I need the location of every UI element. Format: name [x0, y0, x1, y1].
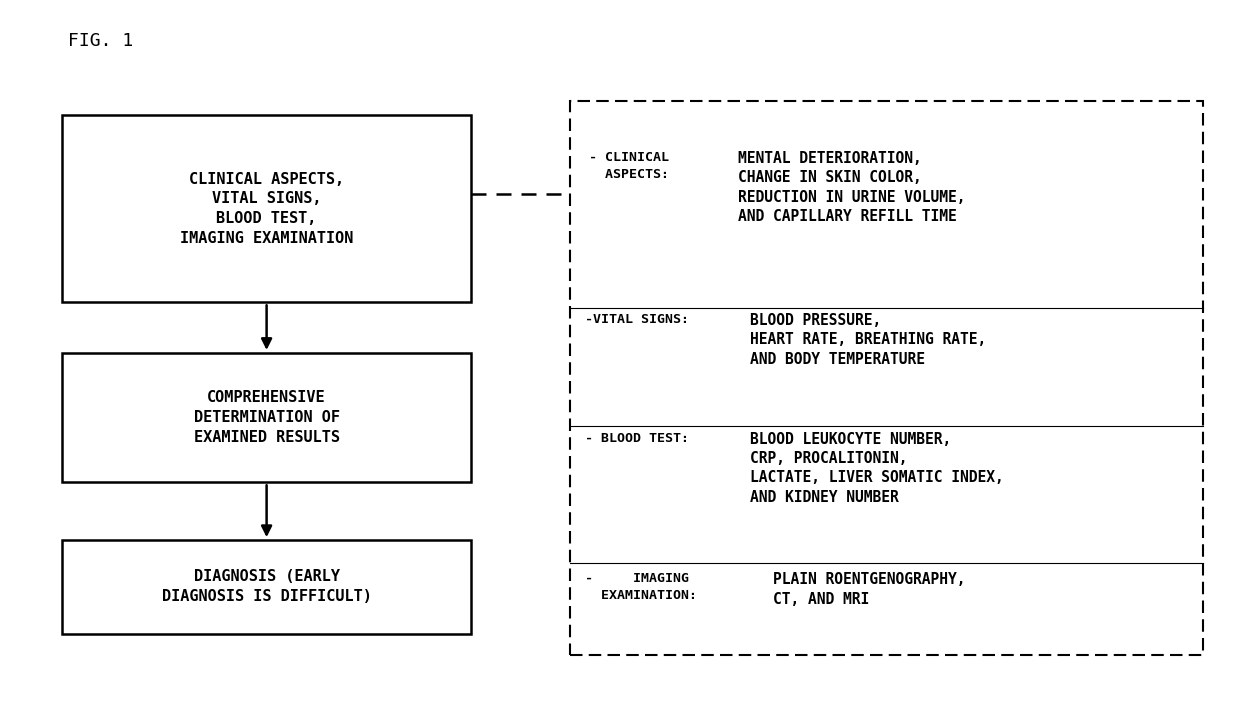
Text: - BLOOD TEST:: - BLOOD TEST:	[585, 432, 689, 445]
Text: - CLINICAL
  ASPECTS:: - CLINICAL ASPECTS:	[589, 151, 670, 181]
FancyBboxPatch shape	[570, 101, 1203, 655]
FancyBboxPatch shape	[62, 540, 471, 634]
Text: PLAIN ROENTGENOGRAPHY,
CT, AND MRI: PLAIN ROENTGENOGRAPHY, CT, AND MRI	[773, 572, 965, 606]
Text: DIAGNOSIS (EARLY
DIAGNOSIS IS DIFFICULT): DIAGNOSIS (EARLY DIAGNOSIS IS DIFFICULT)	[161, 570, 372, 604]
Text: BLOOD LEUKOCYTE NUMBER,
CRP, PROCALITONIN,
LACTATE, LIVER SOMATIC INDEX,
AND KID: BLOOD LEUKOCYTE NUMBER, CRP, PROCALITONI…	[750, 432, 1004, 505]
Text: -     IMAGING
  EXAMINATION:: - IMAGING EXAMINATION:	[585, 572, 697, 602]
Text: BLOOD PRESSURE,
HEART RATE, BREATHING RATE,
AND BODY TEMPERATURE: BLOOD PRESSURE, HEART RATE, BREATHING RA…	[750, 313, 987, 366]
Text: -VITAL SIGNS:: -VITAL SIGNS:	[585, 313, 689, 326]
Text: CLINICAL ASPECTS,
VITAL SIGNS,
BLOOD TEST,
IMAGING EXAMINATION: CLINICAL ASPECTS, VITAL SIGNS, BLOOD TES…	[180, 171, 353, 246]
FancyBboxPatch shape	[62, 115, 471, 302]
Text: FIG. 1: FIG. 1	[68, 32, 134, 50]
Text: COMPREHENSIVE
DETERMINATION OF
EXAMINED RESULTS: COMPREHENSIVE DETERMINATION OF EXAMINED …	[193, 390, 340, 445]
Text: MENTAL DETERIORATION,
CHANGE IN SKIN COLOR,
REDUCTION IN URINE VOLUME,
AND CAPIL: MENTAL DETERIORATION, CHANGE IN SKIN COL…	[738, 151, 965, 224]
FancyBboxPatch shape	[62, 353, 471, 482]
